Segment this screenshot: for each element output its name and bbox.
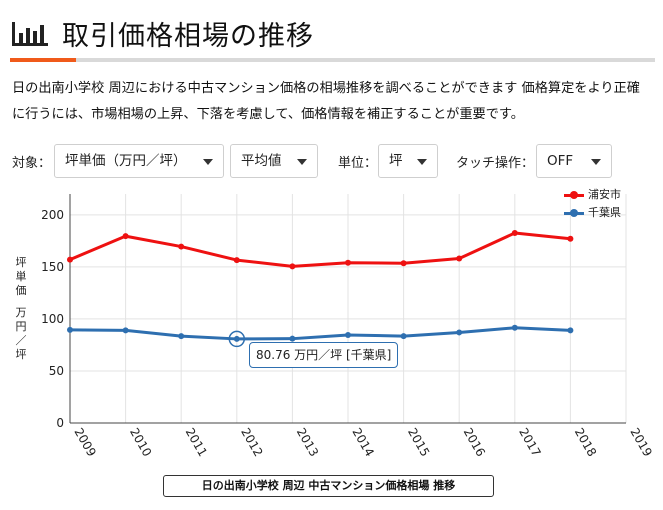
data-point — [67, 326, 73, 333]
data-point — [456, 255, 463, 262]
legend-label: 千葉県 — [588, 206, 621, 219]
series-line-urayasu — [69, 231, 571, 268]
y-axis-unit: 万円／坪 — [15, 306, 27, 361]
price-trend-chart: 2009 2010 2011 2012 2013 2014 2015 2016 2017 2018… — [41, 194, 655, 459]
data-point — [345, 259, 351, 266]
page-title: 取引価格相場の推移 — [62, 21, 314, 52]
data-point — [400, 333, 407, 340]
x-tick-label: 2012 — [238, 426, 265, 459]
y-axis-label: 坪単価 — [15, 256, 27, 297]
highlight-marker — [228, 330, 246, 348]
chart-tooltip: 80.76 万円／坪 [千葉県] — [249, 342, 399, 368]
chevron-down-icon — [417, 159, 427, 165]
unit-select[interactable]: 坪 — [378, 144, 438, 178]
data-point — [511, 324, 518, 331]
chevron-down-icon — [297, 159, 307, 165]
series-line-chiba — [69, 326, 571, 341]
legend-dot-marker — [570, 191, 578, 199]
data-point — [567, 235, 574, 242]
bar-chart-icon — [12, 22, 48, 46]
stat-select[interactable]: 平均値 — [230, 144, 318, 178]
legend-item-chiba[interactable]: 千葉県 — [564, 204, 621, 222]
data-point — [178, 243, 185, 250]
touch-select-value: OFF — [547, 153, 574, 169]
legend-dot-marker — [570, 209, 578, 217]
x-tick-label: 2019 — [627, 426, 654, 459]
touch-label: タッチ操作： — [456, 156, 535, 171]
data-point — [122, 233, 129, 240]
data-point — [233, 335, 240, 342]
target-select-value: 坪単価（万円／坪） — [65, 153, 187, 169]
x-tick-label: 2018 — [572, 426, 599, 459]
chart-controls: 対象： 坪単価（万円／坪） 平均値 単位： 坪 タッチ操作： OFF — [12, 144, 652, 178]
data-point — [511, 230, 518, 237]
header-divider — [10, 58, 655, 62]
unit-select-value: 坪 — [389, 153, 403, 169]
x-tick-label: 2014 — [349, 426, 376, 459]
chart-caption: 日の出南小学校 周辺 中古マンション価格相場 推移 — [163, 475, 494, 497]
data-point — [178, 333, 185, 340]
chart-legend: 浦安市 千葉県 — [564, 186, 621, 222]
data-point — [122, 327, 129, 334]
x-tick-label: 2009 — [71, 426, 98, 459]
x-tick-label: 2011 — [183, 426, 210, 459]
y-tick-label: 200 — [41, 208, 64, 222]
data-point — [567, 327, 574, 334]
header-divider-accent — [10, 58, 76, 62]
y-tick-label: 100 — [41, 312, 64, 326]
data-point — [289, 335, 296, 342]
legend-item-urayasu[interactable]: 浦安市 — [564, 186, 621, 204]
data-point — [456, 329, 463, 336]
x-tick-label: 2010 — [127, 426, 154, 459]
stat-select-value: 平均値 — [241, 153, 282, 169]
unit-label: 単位： — [338, 156, 378, 171]
x-tick-label: 2013 — [294, 426, 321, 459]
data-point — [400, 260, 407, 267]
y-tick-label: 50 — [49, 364, 64, 378]
data-point — [345, 332, 351, 339]
legend-label: 浦安市 — [588, 188, 621, 201]
description-text: 日の出南小学校 周辺における中古マンション価格の相場推移を調べることができます … — [12, 81, 640, 122]
y-tick-label: 150 — [41, 260, 64, 274]
x-tick-label: 2016 — [461, 426, 488, 459]
page-header: 取引価格相場の推移 — [10, 6, 655, 62]
target-label: 対象： — [12, 156, 52, 171]
y-tick-label: 0 — [56, 416, 64, 430]
chevron-down-icon — [203, 159, 213, 165]
data-point — [289, 263, 296, 270]
target-select[interactable]: 坪単価（万円／坪） — [54, 144, 224, 178]
data-point — [67, 256, 73, 263]
chevron-down-icon — [591, 159, 601, 165]
x-tick-label: 2017 — [516, 426, 543, 459]
touch-select[interactable]: OFF — [536, 144, 612, 178]
x-tick-label: 2015 — [405, 426, 432, 459]
data-point — [233, 257, 240, 264]
